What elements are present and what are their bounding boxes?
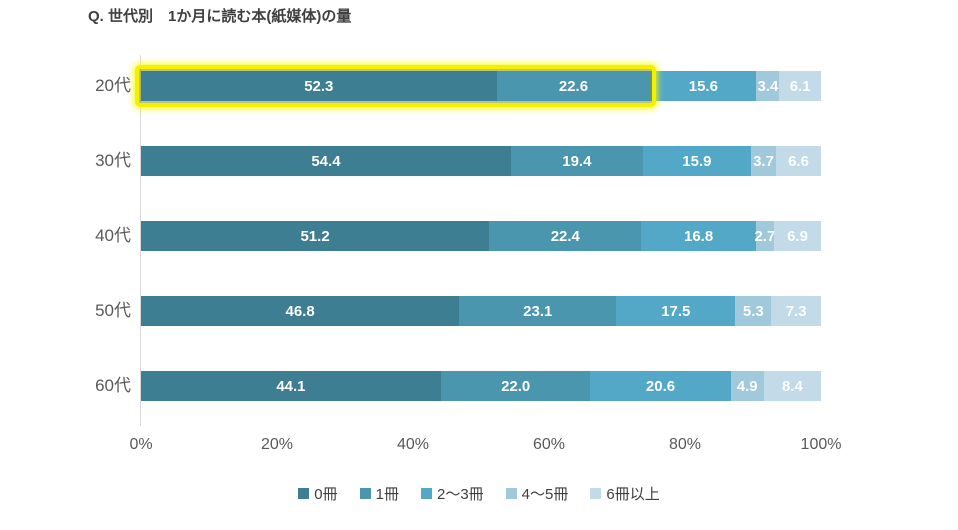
bar-segment-60代-6冊以上: 8.4: [763, 371, 821, 401]
x-tick-label-80%: 80%: [668, 436, 702, 453]
bar-segment-50代-4〜5冊: 5.3: [735, 296, 772, 326]
legend-marker-icon: [505, 488, 517, 499]
x-tick-label-20%: 20%: [260, 436, 294, 453]
bar-segment-50代-0冊: 46.8: [141, 296, 460, 326]
legend-marker-icon: [590, 488, 602, 499]
bar-value-label: 6.9: [787, 227, 808, 245]
bar-value-label: 15.9: [682, 152, 712, 170]
bar-value-label: 22.6: [558, 77, 589, 95]
legend-item-0冊: 0冊: [298, 483, 338, 504]
plot-area: 52.3 22.6 15.6 3.4 6.1 54.4 19.4 15.9 3.7 6.6 51.2…: [135, 0, 821, 430]
bar-value-label: 6.6: [788, 152, 809, 170]
bar-segment-30代-6冊以上: 6.6: [776, 146, 821, 176]
bar-segment-20代-6冊以上: 6.1: [779, 71, 821, 101]
chart-title: Q. 世代別 1か月に読む本(紙媒体)の量: [88, 8, 352, 25]
bar-row-40代: 51.2 22.4 16.8 2.7 6.9: [141, 221, 821, 251]
x-tick-label-0%: 0%: [129, 436, 153, 453]
bar-segment-20代-0冊: 52.3: [141, 71, 497, 101]
legend-item-2〜3冊: 2〜3冊: [420, 483, 484, 504]
bar-segment-40代-4〜5冊: 2.7: [754, 221, 776, 251]
bar-row-60代: 44.1 22.0 20.6 4.9 8.4: [141, 371, 821, 401]
bar-value-label: 15.6: [688, 77, 718, 95]
category-label-50代: 50代: [95, 301, 131, 320]
bar-segment-20代-1冊: 22.6: [496, 71, 651, 101]
bar-value-label: 46.8: [285, 302, 315, 320]
bar-value-label: 22.0: [501, 377, 531, 395]
bar-value-label: 22.4: [550, 227, 580, 245]
bar-value-label: 6.1: [789, 77, 811, 95]
bar-value-label: 23.1: [523, 302, 553, 320]
bar-segment-50代-6冊以上: 7.3: [771, 296, 821, 326]
bar-row-50代: 46.8 23.1 17.5 5.3 7.3: [141, 296, 821, 326]
bar-value-label: 5.3: [742, 302, 764, 320]
legend-label: 6冊以上: [606, 486, 660, 503]
bar-segment-60代-0冊: 44.1: [141, 371, 441, 401]
bar-row-30代: 54.4 19.4 15.9 3.7 6.6: [141, 146, 821, 176]
bar-value-label: 16.8: [683, 227, 714, 245]
y-axis-line: [140, 55, 141, 426]
bar-segment-30代-4〜5冊: 3.7: [750, 146, 777, 176]
bar-value-label: 17.5: [661, 302, 691, 320]
bar-segment-40代-6冊以上: 6.9: [774, 221, 821, 251]
legend-item-1冊: 1冊: [359, 483, 399, 504]
legend-marker-icon: [420, 488, 432, 499]
bar-segment-30代-0冊: 54.4: [141, 146, 511, 176]
legend-label: 4〜5冊: [521, 486, 569, 503]
legend-label: 2〜3冊: [436, 486, 484, 503]
bar-segment-30代-2〜3冊: 15.9: [642, 146, 751, 176]
legend-marker-icon: [298, 488, 310, 499]
x-tick-label-100%: 100%: [800, 436, 842, 453]
category-label-40代: 40代: [95, 226, 131, 245]
legend-item-6冊以上: 6冊以上: [590, 483, 660, 504]
bar-value-label: 54.4: [311, 152, 341, 170]
bar-value-label: 3.7: [753, 152, 774, 170]
x-tick-label-40%: 40%: [396, 436, 430, 453]
legend-label: 0冊: [314, 486, 338, 503]
bar-value-label: 7.3: [785, 302, 807, 320]
category-label-30代: 30代: [95, 151, 131, 170]
bar-value-label: 20.6: [645, 377, 676, 395]
bar-segment-20代-2〜3冊: 15.6: [650, 71, 757, 101]
bar-value-label: 2.7: [754, 227, 776, 245]
legend-label: 1冊: [375, 486, 399, 503]
bar-segment-60代-4〜5冊: 4.9: [730, 371, 764, 401]
bar-value-label: 19.4: [562, 152, 592, 170]
category-label-20代: 20代: [95, 76, 131, 95]
bar-segment-60代-1冊: 22.0: [440, 371, 591, 401]
bar-segment-50代-1冊: 23.1: [459, 296, 617, 326]
bar-value-label: 3.4: [757, 77, 779, 95]
bar-value-label: 44.1: [276, 377, 306, 395]
bar-value-label: 4.9: [736, 377, 758, 395]
legend-marker-icon: [359, 488, 371, 499]
bar-value-label: 51.2: [300, 227, 330, 245]
bar-value-label: 52.3: [304, 77, 334, 95]
bar-segment-40代-1冊: 22.4: [489, 221, 642, 251]
bar-segment-30代-1冊: 19.4: [510, 146, 643, 176]
bar-segment-60代-2〜3冊: 20.6: [590, 371, 731, 401]
x-tick-label-60%: 60%: [532, 436, 566, 453]
legend: 0冊 1冊 2〜3冊 4〜5冊 6冊以上: [0, 483, 958, 504]
bar-segment-40代-0冊: 51.2: [141, 221, 490, 251]
legend-item-4〜5冊: 4〜5冊: [505, 483, 569, 504]
category-label-60代: 60代: [95, 376, 131, 395]
bar-segment-50代-2〜3冊: 17.5: [616, 296, 736, 326]
bar-segment-20代-4〜5冊: 3.4: [756, 71, 780, 101]
bar-segment-40代-2〜3冊: 16.8: [641, 221, 756, 251]
bar-value-label: 8.4: [781, 377, 803, 395]
bar-row-20代: 52.3 22.6 15.6 3.4 6.1: [135, 65, 821, 107]
